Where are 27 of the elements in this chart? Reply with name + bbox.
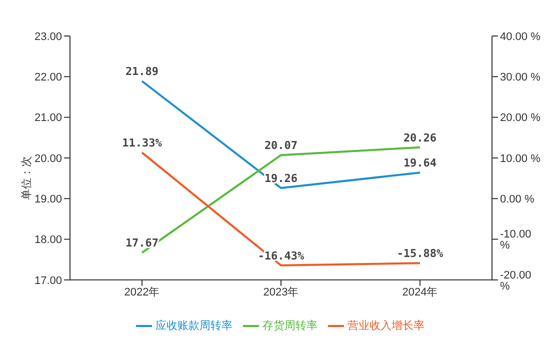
y2-tick-label: 0.00 %	[500, 194, 534, 206]
y2-tick-label: 20.00 %	[500, 112, 541, 124]
x-tick-label: 2023年	[263, 286, 299, 299]
data-label: 20.26	[403, 131, 437, 144]
y2-tick-label: 40.00 %	[500, 30, 541, 43]
data-label: 11.33%	[122, 136, 162, 150]
y2-tick-label: -20.00 %	[500, 269, 532, 292]
y-axis-title: 单位：次	[20, 156, 33, 200]
legend-label: 存货周转率	[262, 320, 318, 332]
y-tick-label: 21.00	[34, 112, 62, 124]
y-tick-label: 18.00	[34, 234, 62, 246]
legend-label: 营业收入增长率	[348, 320, 424, 332]
y-tick-label: 19.00	[34, 194, 62, 206]
y-tick-label: 22.00	[34, 72, 62, 84]
x-tick-label: 2024年	[402, 286, 438, 299]
y2-tick-label: -10.00 %	[500, 228, 532, 252]
data-label: 20.07	[264, 139, 298, 152]
data-label: 21.89	[125, 65, 159, 78]
x-tick-label: 2022年	[124, 286, 160, 299]
y-tick-label: 20.00	[34, 152, 62, 165]
legend-label: 应收账款周转率	[156, 320, 232, 332]
data-label: 19.64	[403, 156, 437, 170]
data-label: -15.88%	[396, 247, 444, 260]
y2-tick-label: 10.00 %	[500, 152, 541, 165]
y2-tick-label: 30.00 %	[500, 72, 541, 84]
y-tick-label: 23.00	[34, 30, 62, 43]
y-tick-label: 17.00	[34, 274, 62, 287]
